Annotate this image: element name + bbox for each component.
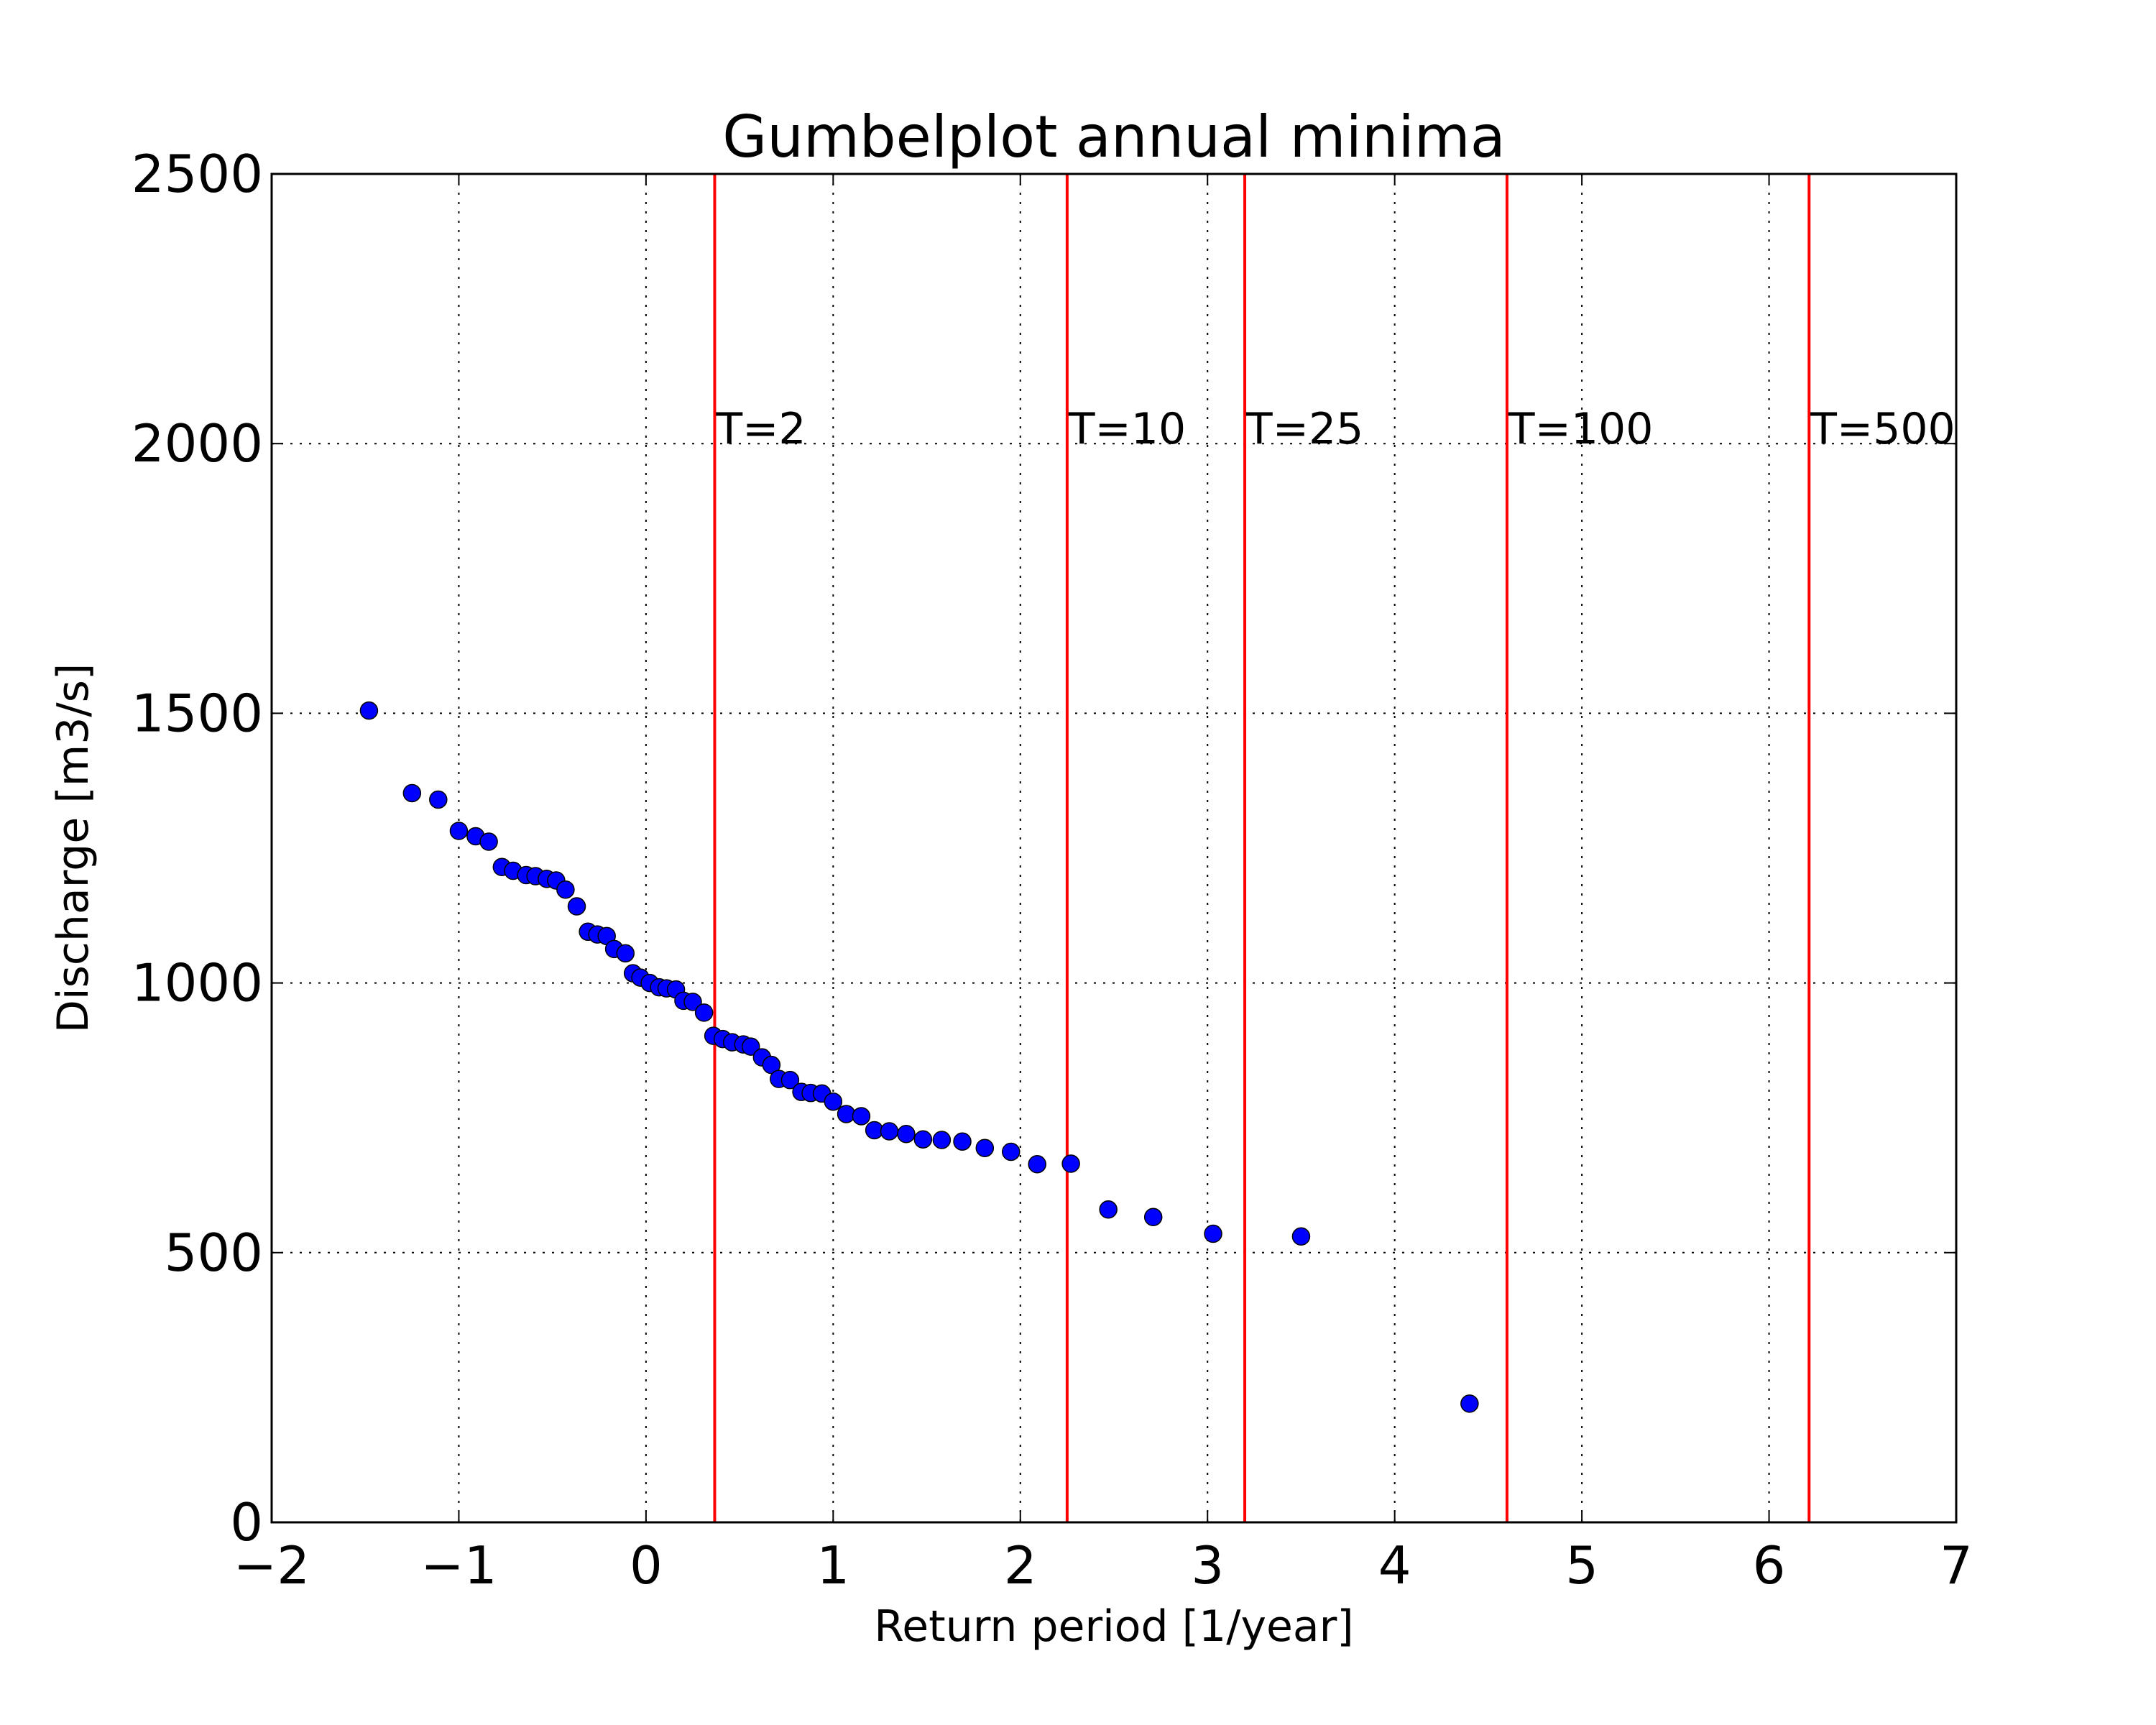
axis-ticks: −2 −1 0 1 2 3 4 5 6 7 0 500 1000 1500 2000 2500 — [132, 144, 1973, 1596]
data-point — [359, 701, 379, 720]
x-tick-label: 4 — [1378, 1535, 1411, 1596]
data-point — [683, 993, 702, 1011]
data-point — [556, 880, 575, 899]
return-period-label: T=10 — [1068, 404, 1186, 454]
y-axis-label: Discharge [m3/s] — [48, 663, 98, 1034]
data-point — [616, 944, 635, 963]
data-point — [429, 790, 448, 809]
data-point — [694, 1003, 714, 1022]
y-tick-label: 1500 — [132, 683, 263, 743]
data-point — [1028, 1154, 1046, 1174]
x-tick-label: −2 — [234, 1535, 310, 1596]
data-point — [479, 832, 498, 851]
data-point — [402, 783, 422, 803]
x-tick-label: 6 — [1753, 1535, 1786, 1596]
x-tick-label: 2 — [1004, 1535, 1037, 1596]
data-point — [913, 1130, 933, 1149]
data-points — [359, 701, 1479, 1413]
data-point — [1291, 1227, 1311, 1246]
data-point — [837, 1105, 856, 1123]
y-tick-label: 2500 — [132, 144, 263, 204]
x-axis-label: Return period [1/year] — [874, 1601, 1353, 1652]
return-period-label: T=100 — [1508, 404, 1653, 454]
x-tick-label: 0 — [630, 1535, 663, 1596]
data-point — [780, 1070, 800, 1090]
data-point — [741, 1037, 760, 1056]
data-point — [1002, 1142, 1021, 1162]
return-period-label: T=2 — [715, 404, 806, 454]
data-point — [852, 1107, 871, 1126]
data-point — [1204, 1224, 1222, 1243]
x-tick-label: 7 — [1940, 1535, 1973, 1596]
x-tick-label: 3 — [1191, 1535, 1224, 1596]
data-point — [1143, 1208, 1163, 1227]
return-period-lines: T=2 T=10 T=25 T=100 T=500 — [713, 174, 1955, 1522]
x-tick-label: −1 — [420, 1535, 497, 1596]
data-point — [1460, 1394, 1479, 1413]
data-point — [762, 1055, 781, 1075]
data-point — [880, 1122, 899, 1141]
return-period-label: T=25 — [1245, 404, 1363, 454]
data-point — [824, 1092, 843, 1111]
y-tick-label: 0 — [230, 1492, 263, 1552]
chart-title: Gumbelplot annual minima — [722, 104, 1505, 170]
data-point — [567, 897, 586, 916]
data-point — [932, 1131, 952, 1149]
data-point — [897, 1124, 916, 1144]
y-tick-label: 1000 — [132, 953, 263, 1013]
data-point — [1099, 1200, 1118, 1219]
plot-area-frame — [270, 172, 1958, 1524]
return-period-label: T=500 — [1810, 404, 1955, 454]
data-point — [1061, 1154, 1080, 1173]
x-tick-label: 5 — [1565, 1535, 1598, 1596]
data-point — [449, 822, 469, 840]
y-tick-label: 500 — [165, 1223, 263, 1283]
data-point — [953, 1132, 972, 1151]
x-tick-label: 1 — [816, 1535, 849, 1596]
y-tick-label: 2000 — [132, 413, 263, 474]
data-point — [975, 1138, 995, 1157]
